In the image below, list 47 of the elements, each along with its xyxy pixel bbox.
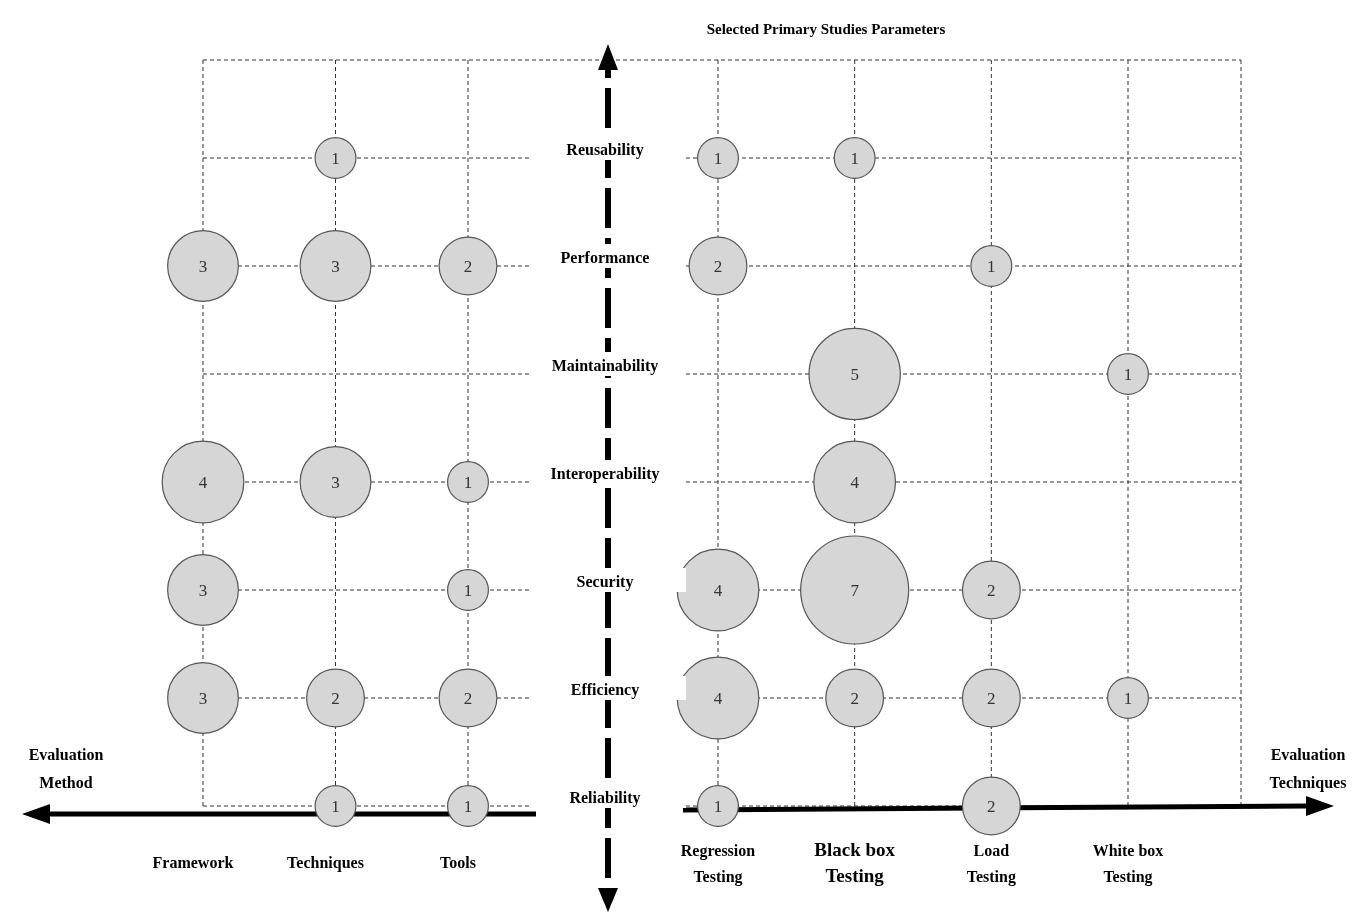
data-label: 1 (713, 149, 723, 168)
data-label: 2 (463, 257, 473, 276)
y-tick-label: Efficiency (570, 681, 640, 699)
data-label: 1 (331, 797, 340, 816)
data-label: 1 (1123, 365, 1133, 384)
data-label: 2 (987, 797, 996, 816)
x-tick-label: Black box Testing (814, 839, 896, 886)
data-label: 4 (713, 581, 723, 600)
y-tick-label: Reliability (569, 789, 641, 807)
data-label: 4 (713, 689, 723, 708)
data-label: 5 (850, 365, 859, 384)
y-tick-label: Reusability (566, 141, 644, 159)
x-tick-label: White box Testing (1092, 842, 1164, 886)
data-label: 1 (713, 797, 723, 816)
y-tick-label: Interoperability (550, 465, 660, 483)
chart-title: Selected Primary Studies Parameters (706, 21, 946, 37)
data-label: 3 (331, 473, 340, 492)
data-label: 1 (1123, 689, 1133, 708)
y-tick-label: Maintainability (551, 357, 659, 375)
data-label: 1 (331, 149, 340, 168)
x-tick-label: Framework (152, 854, 234, 871)
x-tick-label: Load Testing (966, 842, 1016, 886)
data-label: 3 (331, 257, 340, 276)
data-label: 3 (198, 581, 208, 600)
data-label: 2 (331, 689, 340, 708)
y-tick-label: Security (576, 573, 634, 591)
data-label: 2 (850, 689, 859, 708)
data-label: 2 (987, 689, 996, 708)
text: Evaluation Techniques (1269, 746, 1347, 792)
data-label: 2 (463, 689, 473, 708)
x-tick-label: Tools (440, 854, 476, 871)
data-label: 1 (463, 581, 473, 600)
x-tick-label: Regression Testing (680, 842, 756, 886)
data-label: 7 (850, 581, 860, 600)
data-label: 1 (850, 149, 859, 168)
data-label: 4 (850, 473, 860, 492)
data-label: 1 (987, 257, 996, 276)
y-tick-label: Performance (560, 249, 650, 266)
data-label: 2 (713, 257, 723, 276)
data-label: 1 (463, 797, 473, 816)
x-tick-label: Techniques (287, 854, 364, 872)
data-label: 2 (987, 581, 996, 600)
data-label: 3 (198, 689, 208, 708)
data-label: 4 (198, 473, 208, 492)
data-label: 3 (198, 257, 208, 276)
data-label: 1 (463, 473, 473, 492)
text: Evaluation Method (28, 746, 104, 791)
